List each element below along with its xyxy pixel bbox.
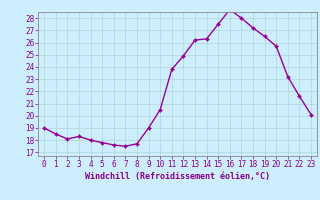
X-axis label: Windchill (Refroidissement éolien,°C): Windchill (Refroidissement éolien,°C) [85, 172, 270, 181]
